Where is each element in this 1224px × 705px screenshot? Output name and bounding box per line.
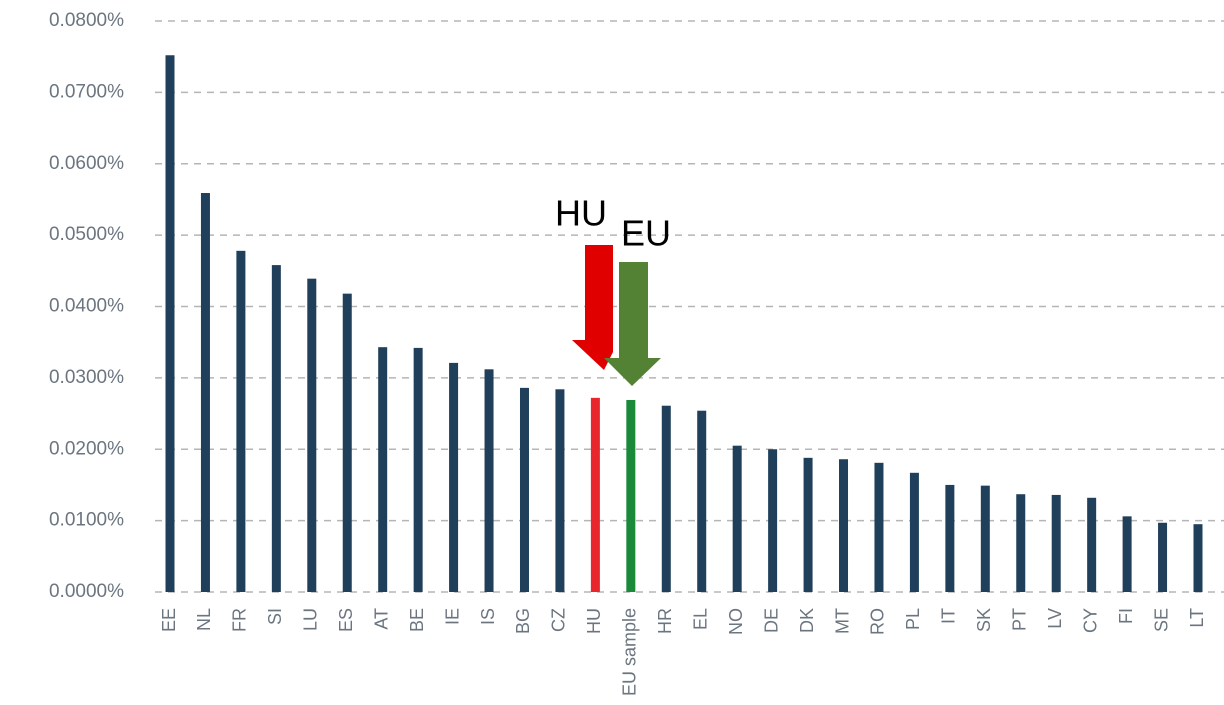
bar [555,389,565,592]
bar [909,472,919,592]
bar [874,462,884,592]
bar [980,485,990,592]
bar [803,457,813,592]
x-tick-label: NL [194,608,214,631]
y-tick-label: 0.0100% [49,510,124,531]
x-tick-label: SK [974,608,994,632]
bar [236,250,246,592]
x-tick-label: NO [726,608,746,635]
annotation: EU [621,213,671,254]
x-tick-label: FI [1116,608,1136,624]
bar [945,484,955,592]
bar [484,369,494,592]
x-tick-label: IT [939,608,959,624]
bar [1051,494,1061,592]
y-tick-label: 0.0800% [49,10,124,31]
bar [1122,516,1132,592]
bar [768,449,778,592]
x-tick-label: PL [903,608,923,630]
hu-arrow [572,245,613,370]
bar [378,347,388,592]
x-tick-label: CZ [549,608,569,632]
grid [155,20,1224,593]
y-tick-label: 0.0700% [49,81,124,102]
x-tick-label: BG [513,608,533,634]
eu-arrow [604,262,661,386]
bar [697,410,707,592]
x-tick-label: DK [797,608,817,633]
x-tick-label: FR [230,608,250,632]
x-tick-label: LU [301,608,321,631]
bar [590,397,600,592]
x-tick-label: EE [159,608,179,632]
bar [413,347,423,592]
bar [661,405,671,592]
x-tick-label: RO [868,608,888,635]
bar [1016,494,1026,592]
x-tick-label: HU [584,608,604,634]
bar [200,193,210,593]
x-tick-label: SI [265,608,285,625]
bar [271,265,281,592]
annotation: HU [555,193,607,234]
x-tick-label: ES [336,608,356,632]
x-tick-label: IE [442,608,462,625]
bar [449,362,459,592]
y-tick-label: 0.0300% [49,367,124,388]
x-tick-label: EU sample [620,608,640,696]
bar [732,445,742,592]
x-tick-label: IS [478,608,498,625]
bars [165,55,1203,593]
bar [1193,524,1203,592]
y-tick-label: 0.0200% [49,438,124,459]
x-tick-label: PT [1010,608,1030,631]
bar [165,55,175,592]
x-tick-label: BE [407,608,427,632]
bar [307,278,317,592]
y-tick-label: 0.0500% [49,224,124,245]
x-tick-label: SE [1151,608,1171,632]
x-tick-label: LT [1187,608,1207,628]
y-tick-label: 0.0600% [49,153,124,174]
y-tick-label: 0.0400% [49,296,124,317]
bar [1087,497,1097,592]
x-tick-label: CY [1080,608,1100,633]
y-tick-label: 0.0000% [49,581,124,602]
bar [839,459,849,592]
bar [1158,522,1168,592]
bar [342,293,352,592]
bar [626,400,636,592]
x-tick-label: MT [832,608,852,634]
bar [519,387,529,592]
x-tick-label: EL [690,608,710,630]
x-tick-label: AT [371,608,391,630]
x-tick-label: LV [1045,608,1065,629]
x-tick-label: HR [655,608,675,634]
x-tick-label: DE [761,608,781,633]
